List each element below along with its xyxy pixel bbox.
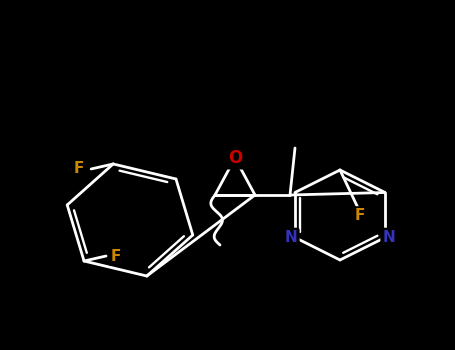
Text: O: O: [228, 149, 242, 167]
Text: F: F: [74, 161, 84, 176]
Text: F: F: [355, 209, 365, 224]
Text: N: N: [383, 230, 395, 245]
Text: N: N: [284, 230, 297, 245]
Text: F: F: [111, 248, 121, 264]
